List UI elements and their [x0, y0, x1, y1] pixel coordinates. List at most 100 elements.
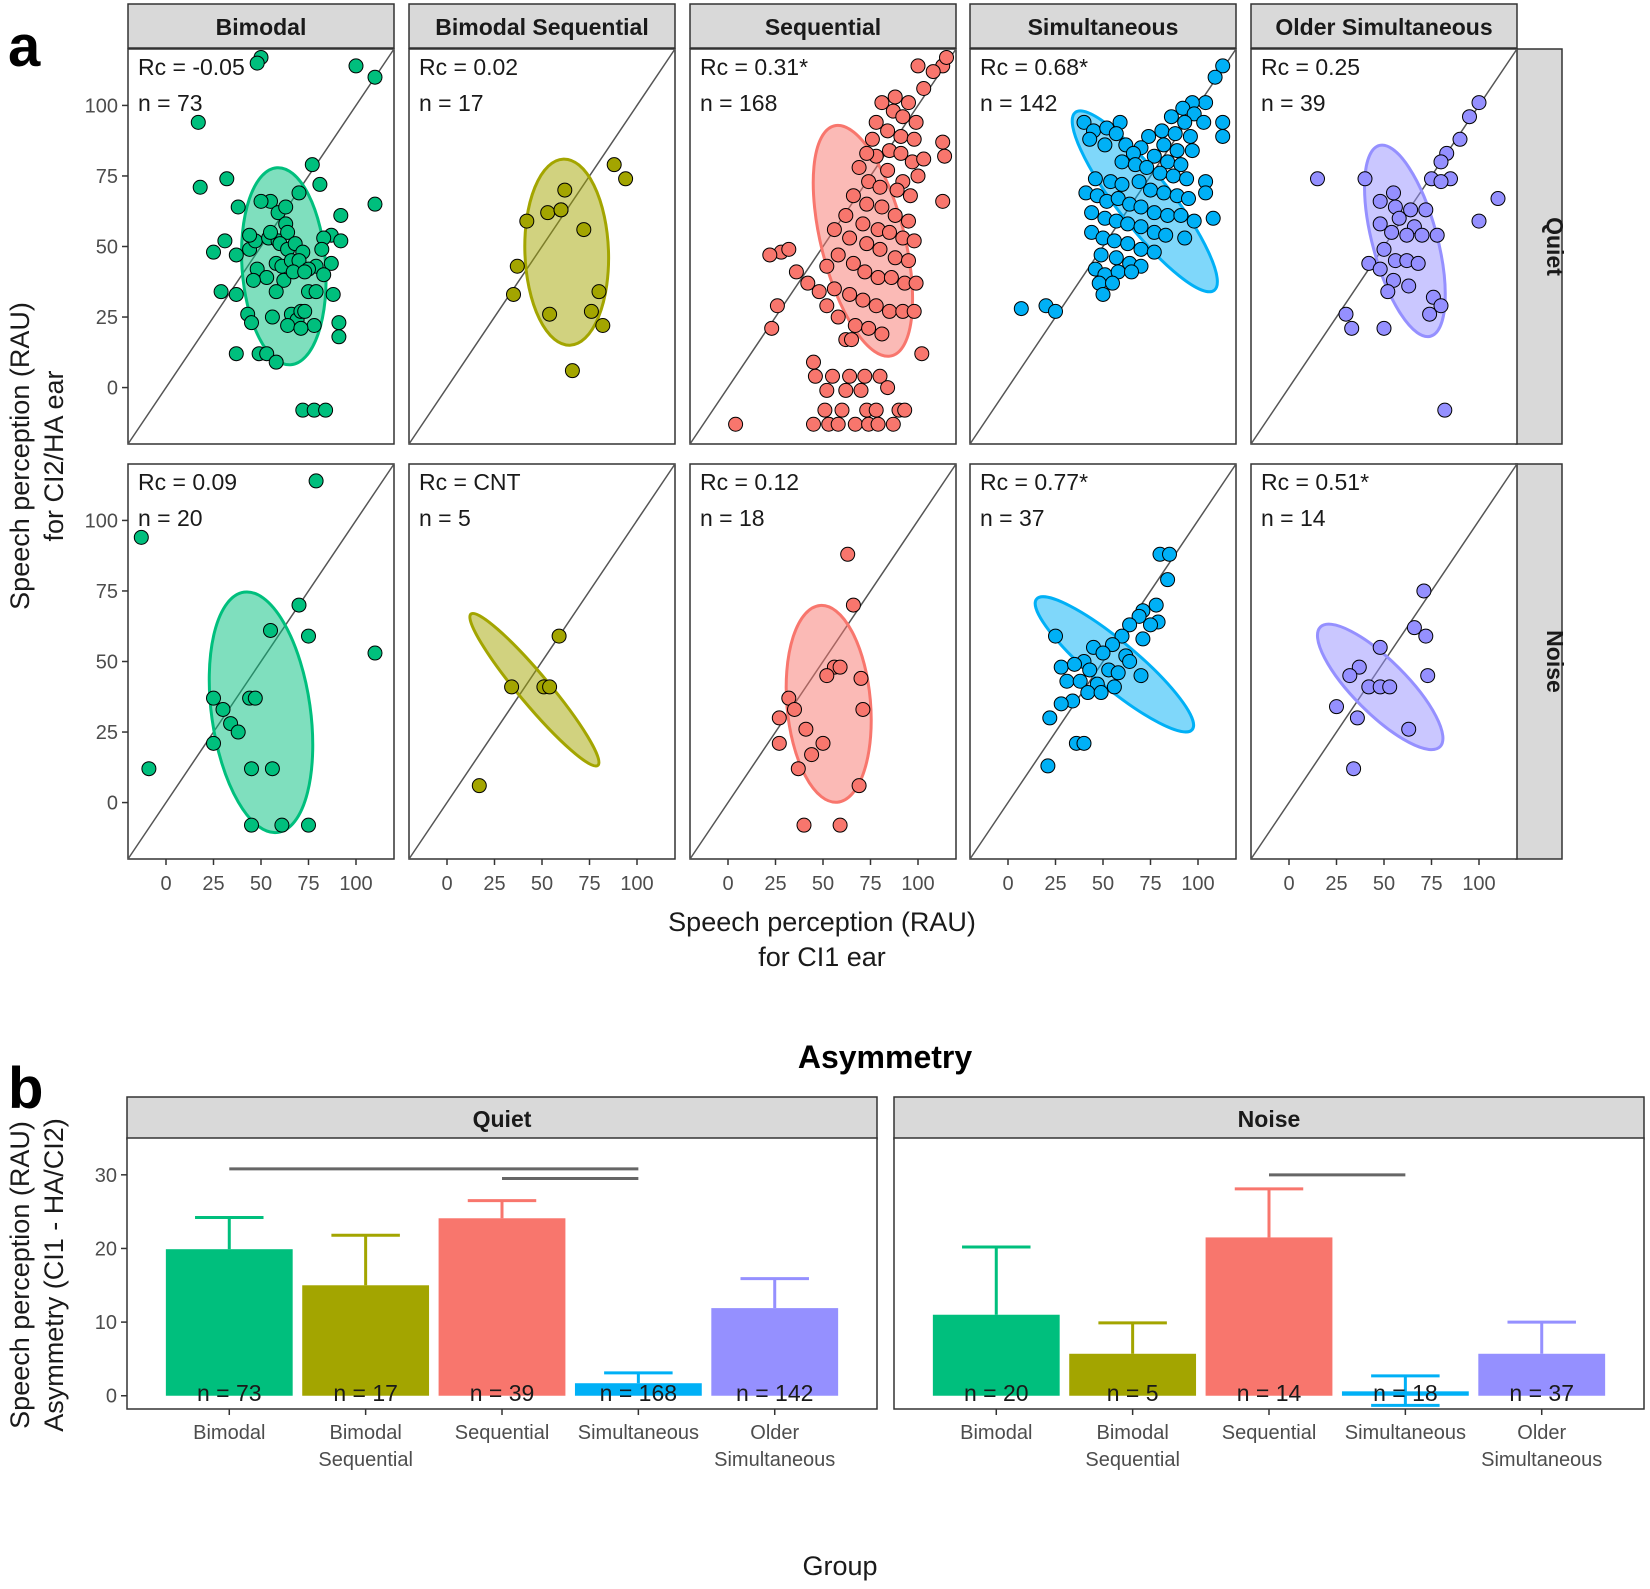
- data-point: [1406, 620, 1422, 636]
- data-point: [297, 303, 313, 319]
- data-point: [1196, 114, 1212, 130]
- n-count-label: n = 17: [333, 1380, 398, 1406]
- x-tick-label: 100: [339, 873, 372, 895]
- y-tick-label: 50: [96, 652, 118, 674]
- bar-bimodal: [932, 1314, 1060, 1396]
- data-point: [1357, 171, 1373, 187]
- data-point: [1143, 617, 1158, 633]
- data-point: [1376, 241, 1392, 257]
- x-category-label: Bimodal: [193, 1422, 265, 1444]
- data-point: [826, 281, 842, 297]
- data-point: [1420, 668, 1436, 684]
- data-point: [1048, 628, 1063, 644]
- y-tick-label: 100: [85, 95, 118, 117]
- data-point: [830, 247, 846, 263]
- data-point: [213, 284, 229, 300]
- data-point: [880, 162, 896, 178]
- data-point: [1105, 637, 1120, 653]
- y-tick-label: 25: [96, 722, 118, 744]
- facet-strip-noise: [1515, 463, 1563, 860]
- bar-bimodal-sequential: [302, 1285, 430, 1396]
- data-point: [606, 157, 622, 173]
- data-point: [217, 233, 233, 249]
- data-point: [1133, 199, 1149, 215]
- bar-simultaneous: [574, 1383, 702, 1396]
- data-point: [1418, 202, 1434, 218]
- data-point: [1120, 236, 1136, 252]
- x-category-label: Sequential: [1085, 1449, 1180, 1471]
- data-point: [1186, 213, 1202, 229]
- data-point: [1053, 659, 1069, 675]
- x-category-label: Simultaneous: [714, 1449, 835, 1471]
- data-point: [1399, 227, 1415, 243]
- data-point: [859, 196, 875, 212]
- rc-label: Rc = -0.05: [138, 54, 245, 80]
- data-point: [1160, 207, 1176, 223]
- data-point: [1114, 154, 1130, 170]
- panel-letter-a: a: [8, 14, 41, 79]
- data-point: [1114, 628, 1130, 644]
- data-point: [1351, 659, 1367, 675]
- x-tick-label: 100: [1181, 873, 1214, 895]
- data-point: [1372, 216, 1388, 232]
- rc-label: Rc = 0.02: [419, 54, 518, 80]
- x-tick-label: 50: [531, 873, 553, 895]
- x-tick-label: 50: [1092, 873, 1114, 895]
- y-tick-label: 30: [95, 1165, 117, 1187]
- facet-strip-label-simultaneous: Simultaneous: [1028, 14, 1179, 40]
- data-point: [1067, 656, 1082, 672]
- facet-strip-label-bimodal: Bimodal: [216, 14, 307, 40]
- y-tick-label: 75: [96, 581, 118, 603]
- data-point: [906, 233, 922, 249]
- x-tick-label: 100: [901, 873, 934, 895]
- data-point: [1122, 617, 1138, 633]
- data-point: [274, 817, 290, 833]
- chart-title: Asymmetry: [798, 1039, 973, 1075]
- bar-bimodal-sequential: [1069, 1353, 1197, 1396]
- data-point: [242, 227, 258, 243]
- data-point: [314, 241, 330, 257]
- data-point: [870, 270, 886, 286]
- data-point: [1382, 679, 1398, 695]
- data-point: [910, 168, 926, 184]
- data-point: [1169, 143, 1185, 159]
- data-point: [1156, 185, 1172, 201]
- x-axis-title-line-2: for CI1 ear: [758, 942, 886, 972]
- data-point: [259, 346, 275, 362]
- data-point: [1072, 673, 1088, 689]
- data-point: [1139, 160, 1155, 175]
- x-tick-label: 0: [441, 873, 452, 895]
- x-tick-label: 25: [202, 873, 224, 895]
- data-point: [1108, 250, 1124, 266]
- data-point: [882, 303, 897, 319]
- data-point: [249, 55, 265, 71]
- data-point: [844, 332, 859, 348]
- y-tick-label: 20: [95, 1238, 117, 1260]
- x-tick-label: 100: [1462, 873, 1495, 895]
- data-point: [1380, 284, 1396, 300]
- data-point: [838, 382, 854, 398]
- data-point: [1053, 696, 1069, 712]
- data-point: [553, 202, 569, 218]
- data-point: [1198, 185, 1214, 201]
- rc-label: Rc = CNT: [419, 469, 521, 495]
- x-category-label: Sequential: [318, 1449, 413, 1471]
- data-point: [268, 284, 284, 300]
- x-category-label: Older: [750, 1422, 799, 1444]
- data-point: [557, 182, 573, 198]
- data-point: [906, 303, 922, 319]
- data-point: [1414, 227, 1430, 243]
- data-point: [1042, 710, 1058, 726]
- data-point: [228, 286, 244, 302]
- data-point: [1133, 668, 1149, 684]
- data-point: [806, 354, 821, 370]
- data-point: [882, 224, 897, 240]
- x-tick-label: 50: [250, 873, 272, 895]
- data-point: [367, 69, 383, 85]
- data-point: [1167, 126, 1183, 142]
- data-point: [264, 309, 280, 325]
- data-point: [935, 193, 951, 209]
- data-point: [1215, 128, 1231, 144]
- data-point: [542, 679, 558, 695]
- data-point: [1416, 583, 1432, 599]
